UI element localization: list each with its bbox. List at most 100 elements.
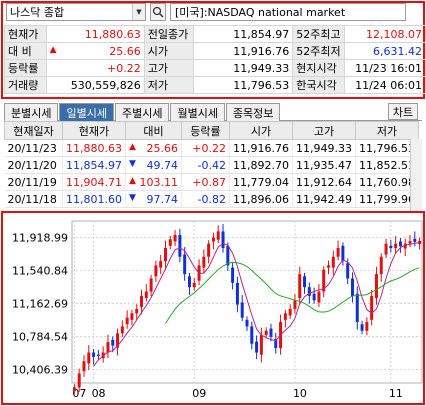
chart-highlight-frame: [1, 211, 425, 405]
index-name-display: [미국]:NASDAQ national market: [170, 3, 406, 21]
plot-area: [71, 220, 423, 384]
up-arrow-icon: ▲: [49, 44, 57, 55]
cell-date: 20/11/18: [4, 190, 63, 208]
column-header[interactable]: 현재일자: [4, 121, 63, 140]
column-header[interactable]: 대비: [124, 121, 182, 140]
candle-body: [298, 274, 302, 299]
market-select[interactable]: 나스닥 종합 ▼: [6, 3, 146, 21]
quote-table: 현재가 11,880.63 전일종가 11,854.97 52주최고 12,108.07 대…: [4, 25, 426, 94]
cell-text: -0.82: [197, 192, 226, 206]
candle-body: [293, 300, 297, 309]
down-arrow-icon: ▼: [128, 158, 136, 169]
cell-text: 11,852.51: [358, 158, 415, 172]
ma-short-line: [93, 242, 420, 367]
candle-body: [235, 282, 239, 305]
candle-body: [116, 333, 120, 348]
quote-value: 11,949.33: [193, 59, 294, 77]
tab-3[interactable]: 월별시세: [170, 103, 225, 121]
quote-cell-text: 현재가: [8, 28, 39, 41]
x-tick-label: 08: [92, 387, 106, 400]
cell-low: 11,799.96: [355, 190, 419, 208]
candle-body: [365, 322, 369, 331]
quote-value: 11/23 16:01: [343, 59, 426, 77]
quote-value: 12,108.07: [343, 25, 426, 43]
tab-4[interactable]: 종목정보: [225, 103, 281, 121]
cell-text: 20/11/20: [7, 158, 57, 172]
cell-text: +0.22: [192, 141, 226, 155]
chart-button[interactable]: 차트: [388, 103, 418, 120]
cell-high: 11,942.49: [292, 190, 356, 208]
chevron-down-icon[interactable]: ▼: [132, 4, 145, 20]
column-header[interactable]: 시가: [228, 121, 293, 140]
cell-low: 11,852.51: [355, 156, 419, 174]
quote-label: 시가: [143, 42, 195, 60]
quote-value: ▲ 25.66: [45, 42, 145, 60]
candle-body: [183, 254, 187, 275]
candle-body: [130, 313, 134, 320]
cell-diff: ▲ 103.11: [125, 173, 182, 191]
candle-body: [159, 261, 163, 268]
cell-text: 11,912.64: [295, 175, 352, 189]
cell-price: 11,801.60: [62, 190, 126, 208]
column-header[interactable]: 저가: [354, 121, 419, 140]
quote-cell-text: 52주최저: [296, 45, 341, 58]
cell-text: 11,760.98: [358, 175, 415, 189]
cell-price: 11,854.97: [62, 156, 126, 174]
table-row[interactable]: 20/11/18 11,801.60 ▼ 97.74 -0.82 11,896.06 11,…: [4, 190, 419, 208]
tab-1[interactable]: 일별시세: [59, 103, 114, 121]
history-table: 현재일자 현재가 대비 등락률 시가 고가 저가 20/11/23 11,880.63 ▲ 25.…: [4, 121, 419, 208]
cell-date: 20/11/23: [4, 139, 63, 157]
quote-label: 현재가: [4, 25, 47, 43]
y-tick-label: 11,540.84: [12, 265, 68, 278]
cell-text: 25.66: [146, 141, 178, 155]
cell-high: 11,935.47: [292, 156, 356, 174]
x-tick-label: 10: [293, 387, 307, 400]
candlestick-chart[interactable]: 11,918.99 11,540.84 11,162.69 10,784.54 10,4…: [2, 213, 424, 403]
cell-high: 11,949.33: [292, 139, 356, 157]
y-tick-label: 10,784.54: [12, 330, 68, 343]
tab-2[interactable]: 주별시세: [114, 103, 170, 121]
candle-body: [216, 231, 220, 240]
market-select-label: 나스닥 종합: [10, 6, 65, 19]
quote-cell-text: 11,949.33: [233, 61, 290, 75]
quote-cell-text: 11/24 06:01: [355, 78, 422, 92]
quote-row: 현재가 11,880.63 전일종가 11,854.97 52주최고 12,108.07: [4, 25, 426, 43]
quote-cell-text: +0.22: [106, 61, 141, 75]
candle-body: [360, 324, 364, 331]
cell-rate: -0.42: [181, 156, 230, 174]
candle-body: [92, 352, 96, 357]
cell-text: 11,799.96: [358, 192, 415, 206]
table-row[interactable]: 20/11/20 11,854.97 ▼ 49.74 -0.42 11,892.70 11,…: [4, 156, 419, 174]
candle-body: [283, 313, 287, 320]
candle-body: [408, 241, 412, 244]
table-row[interactable]: 20/11/19 11,904.71 ▲ 103.11 +0.87 11,779.04 11…: [4, 173, 419, 191]
candle-body: [154, 265, 158, 277]
candle-body: [187, 276, 191, 288]
quote-label: 대 비: [4, 42, 47, 60]
column-header[interactable]: 등락률: [180, 121, 230, 140]
table-row[interactable]: 20/11/23 11,880.63 ▲ 25.66 +0.22 11,916.76 11,…: [4, 139, 419, 157]
cell-text: 20/11/19: [7, 175, 57, 189]
candle-body: [403, 243, 407, 249]
candle-body: [379, 256, 383, 275]
column-header[interactable]: 고가: [291, 121, 356, 140]
tab-0[interactable]: 분별시세: [4, 103, 59, 121]
candle-body: [341, 245, 345, 262]
candle-body: [72, 387, 76, 391]
candle-body: [303, 276, 307, 288]
candle-body: [96, 354, 100, 356]
search-button[interactable]: [150, 3, 166, 21]
candle-body: [259, 335, 263, 355]
column-header[interactable]: 현재가: [62, 121, 126, 140]
quote-row: 거래량 530,559,826 저가 11,796.53 한국시각 11/24 06:01: [4, 76, 426, 94]
candle-body: [77, 373, 81, 388]
history-scrollbar[interactable]: [410, 139, 422, 211]
cell-rate: +0.22: [181, 139, 230, 157]
cell-text: 97.74: [146, 192, 178, 206]
candle-body: [288, 308, 292, 316]
quote-cell-text: 11,854.97: [233, 27, 290, 41]
cell-open: 11,896.06: [229, 190, 293, 208]
candle-body: [374, 274, 378, 299]
quote-cell-text: 530,559,826: [70, 78, 141, 92]
cell-text: 11,942.49: [295, 192, 352, 206]
